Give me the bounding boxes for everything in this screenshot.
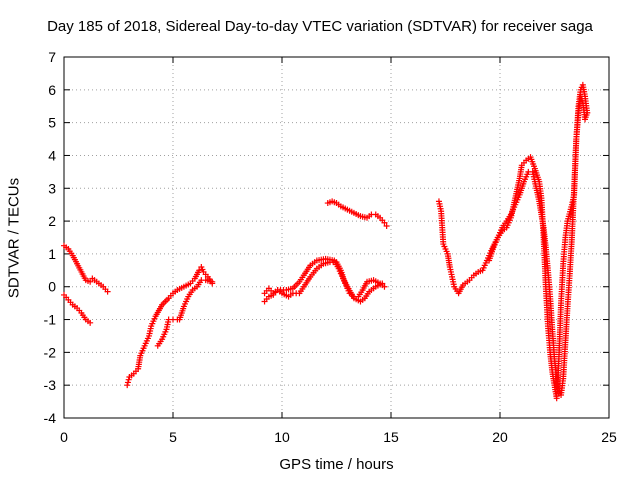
data-points [61,81,591,402]
y-tick-label: -1 [44,312,57,328]
series-arc-1 [61,242,111,295]
y-tick-label: 0 [48,279,56,295]
series-arc-6 [261,255,386,305]
data-point [381,219,388,226]
grid-lines [64,57,609,418]
y-axis-ticks: -4 -3 -2 -1 0 1 2 3 4 5 6 7 [44,49,609,426]
y-tick-label: 7 [48,49,56,65]
y-tick-label: -2 [44,344,57,360]
y-tick-label: 2 [48,213,56,229]
y-tick-label: 6 [48,82,56,98]
y-axis-label: SDTVAR / TECUs [5,177,23,299]
y-tick-label: -3 [44,377,57,393]
data-point [124,382,131,389]
y-tick-label: 3 [48,180,56,196]
plot-frame [63,56,610,419]
y-tick-label: 4 [48,147,56,163]
series-arc-4 [154,277,216,349]
data-point [381,283,388,290]
series-arc-7 [324,198,390,230]
x-tick-label: 0 [60,429,68,445]
x-tick-label: 10 [274,429,290,445]
series-arc-2 [61,291,94,326]
x-tick-label: 25 [601,429,617,445]
y-tick-label: 5 [48,115,56,131]
data-point [209,278,216,285]
x-axis-label: GPS time / hours [279,456,394,473]
data-point [383,223,390,230]
x-tick-label: 20 [492,429,508,445]
data-point [196,267,203,274]
series-arc-9 [486,93,591,402]
data-point [125,376,132,383]
chart-title: Day 185 of 2018, Sidereal Day-to-day VTE… [47,18,593,35]
x-axis-ticks: 0 5 10 15 20 25 [60,57,617,445]
data-point [104,288,111,295]
series-arc-3 [124,264,216,389]
data-point [584,109,591,116]
y-tick-label: 1 [48,246,56,262]
data-point [379,280,386,287]
data-point [87,278,94,285]
data-point [124,379,131,386]
data-point [87,319,94,326]
x-tick-label: 15 [383,429,399,445]
y-tick-label: -4 [44,410,57,426]
x-tick-label: 5 [169,429,177,445]
